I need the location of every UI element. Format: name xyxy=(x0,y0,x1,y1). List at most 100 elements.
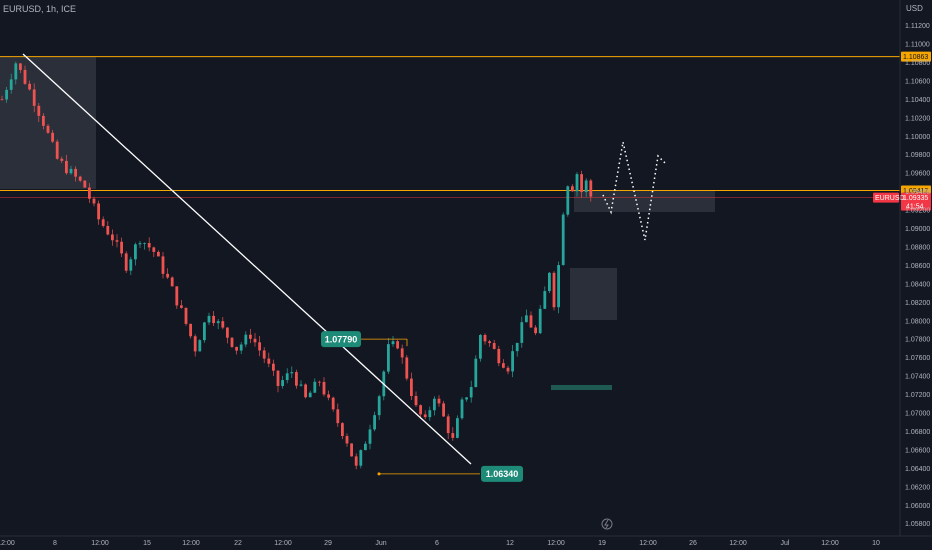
projection-path[interactable] xyxy=(602,141,667,241)
candle-body xyxy=(354,456,358,466)
price-axis[interactable]: 1.11200 1.11000 1.10800 1.10600 1.10400 1.102… xyxy=(905,23,930,528)
candle-body xyxy=(19,63,22,70)
candle-body xyxy=(341,423,344,437)
y-tick-label: 1.08000 xyxy=(905,318,930,325)
candle-body xyxy=(262,350,266,359)
y-tick-label: 1.07000 xyxy=(905,411,930,418)
candle-body xyxy=(308,392,312,398)
candle-body xyxy=(42,115,45,126)
candle-body xyxy=(543,291,547,309)
candle-body xyxy=(115,240,119,242)
candle-body xyxy=(538,308,542,334)
candle-body xyxy=(166,273,169,278)
candle-body xyxy=(272,363,275,371)
lightning-icon[interactable] xyxy=(601,518,613,530)
y-tick-label: 1.10400 xyxy=(905,97,930,104)
candle-body xyxy=(60,158,64,161)
candle-body xyxy=(364,443,367,451)
drawings-layer: 1.07790 1.06340 xyxy=(22,53,667,482)
candle-body xyxy=(226,327,229,338)
candle-body xyxy=(488,341,491,344)
candle-body xyxy=(157,251,160,257)
candle-body xyxy=(152,247,156,252)
candle-body xyxy=(589,180,593,197)
candle-body xyxy=(479,334,482,359)
y-tick-label: 1.07600 xyxy=(905,355,930,362)
candle-body xyxy=(451,433,455,438)
candle-body xyxy=(124,253,128,271)
candle-body xyxy=(534,327,537,334)
price-label-text: 1.07790 xyxy=(325,335,358,345)
candle-body xyxy=(423,414,427,418)
candle-body xyxy=(212,315,215,324)
candle-body xyxy=(14,63,18,80)
candle-body xyxy=(322,381,326,395)
marker-dot xyxy=(377,472,381,476)
candle-body xyxy=(276,370,280,386)
candle-body xyxy=(327,394,330,398)
level-tag-label: 1.10863 xyxy=(903,54,928,61)
candle-body xyxy=(506,367,510,372)
candle-body xyxy=(244,334,248,345)
candle-body xyxy=(55,141,59,159)
x-tick-label: 8 xyxy=(53,540,57,547)
trendline[interactable] xyxy=(22,53,472,465)
candle-body xyxy=(400,348,404,358)
level-tag-label: 1.09412 xyxy=(903,188,928,195)
candle-body xyxy=(239,344,243,351)
candle-body xyxy=(410,378,413,397)
x-tick-label: 12:00 xyxy=(182,540,200,547)
candle-body xyxy=(437,398,441,404)
y-tick-label: 1.05800 xyxy=(905,521,930,528)
price-label-high[interactable]: 1.07790 xyxy=(321,331,361,348)
currency-label: USD xyxy=(906,4,923,13)
y-tick-label: 1.10200 xyxy=(905,115,930,122)
candle-body xyxy=(74,168,77,177)
candle-body xyxy=(571,186,574,192)
y-tick-label: 1.06000 xyxy=(905,503,930,510)
candle-body xyxy=(221,321,225,328)
candle-body xyxy=(502,363,505,368)
candle-body xyxy=(295,372,298,386)
target-zone[interactable] xyxy=(551,385,612,390)
y-tick-label: 1.10000 xyxy=(905,134,930,141)
y-tick-label: 1.07200 xyxy=(905,392,930,399)
time-axis[interactable]: 12:00 8 12:00 15 12:00 22 12:00 29 Jun 6 12 12:00 19… xyxy=(0,518,880,547)
x-tick-label: 15 xyxy=(143,540,151,547)
candle-body xyxy=(230,337,234,347)
candle-body xyxy=(249,334,252,339)
price-label-low[interactable]: 1.06340 xyxy=(481,465,523,482)
candle-body xyxy=(377,396,381,416)
candle-body xyxy=(373,415,376,430)
x-tick-label: 12:00 xyxy=(729,540,747,547)
supply-demand-zone[interactable] xyxy=(570,268,617,320)
candle-body xyxy=(580,174,583,193)
candle-body xyxy=(515,342,519,352)
supply-demand-zone[interactable] xyxy=(574,190,715,212)
candle-body xyxy=(557,265,560,308)
candle-body xyxy=(138,243,142,245)
symbol-title: EURUSD, 1h, ICE xyxy=(3,4,77,14)
y-tick-label: 1.10600 xyxy=(905,78,930,85)
y-tick-label: 1.06800 xyxy=(905,429,930,436)
x-tick-label: 12:00 xyxy=(547,540,565,547)
y-tick-label: 1.09800 xyxy=(905,152,930,159)
candle-body xyxy=(9,79,13,90)
candle-body xyxy=(180,305,183,308)
current-price-label: 1.09335 xyxy=(903,195,928,202)
candle-body xyxy=(474,358,478,388)
y-tick-label: 1.10800 xyxy=(905,60,930,67)
candle-body xyxy=(83,180,87,188)
candle-body xyxy=(442,403,445,417)
y-tick-label: 1.09600 xyxy=(905,171,930,178)
candle-body xyxy=(368,429,372,444)
y-tick-label: 1.11000 xyxy=(905,42,930,49)
x-tick-label: 12 xyxy=(506,540,514,547)
candle-body xyxy=(28,83,31,90)
candle-body xyxy=(106,225,110,235)
candle-body xyxy=(345,436,349,444)
y-tick-label: 1.09000 xyxy=(905,226,930,233)
candle-body xyxy=(267,358,271,364)
